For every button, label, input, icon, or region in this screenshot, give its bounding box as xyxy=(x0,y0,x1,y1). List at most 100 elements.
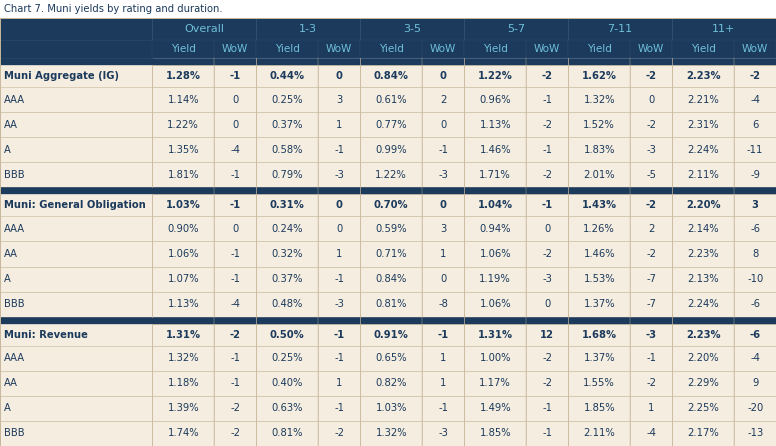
Text: BBB: BBB xyxy=(4,429,25,438)
Bar xyxy=(152,396,214,421)
Bar xyxy=(734,162,776,187)
Bar xyxy=(214,241,256,267)
Bar xyxy=(360,18,464,40)
Bar xyxy=(734,396,776,421)
Bar xyxy=(672,87,734,112)
Text: Overall: Overall xyxy=(184,24,224,34)
Bar xyxy=(464,324,526,346)
Text: 1: 1 xyxy=(648,403,654,413)
Text: 0.82%: 0.82% xyxy=(376,378,407,388)
Text: -2: -2 xyxy=(230,403,241,413)
Bar xyxy=(256,241,318,267)
Bar xyxy=(0,346,152,371)
Text: -2: -2 xyxy=(646,249,656,259)
Text: 0.40%: 0.40% xyxy=(272,378,303,388)
Text: 0.50%: 0.50% xyxy=(270,330,304,340)
Text: Yield: Yield xyxy=(587,44,611,54)
Text: 2.23%: 2.23% xyxy=(686,330,720,340)
Bar xyxy=(734,241,776,267)
Bar xyxy=(464,162,526,187)
Text: 1.32%: 1.32% xyxy=(584,95,615,104)
Bar xyxy=(630,65,672,87)
Bar xyxy=(214,112,256,137)
Bar xyxy=(630,396,672,421)
Bar xyxy=(318,194,360,216)
Bar xyxy=(152,18,256,40)
Bar xyxy=(422,194,464,216)
Text: 2.14%: 2.14% xyxy=(688,224,719,234)
Text: 1.04%: 1.04% xyxy=(478,200,513,211)
Text: -1: -1 xyxy=(230,200,241,211)
Text: 2: 2 xyxy=(440,95,446,104)
Text: 2.17%: 2.17% xyxy=(688,429,719,438)
Bar xyxy=(152,65,214,87)
Text: 1.03%: 1.03% xyxy=(166,200,201,211)
Bar xyxy=(152,216,214,241)
Bar xyxy=(152,162,214,187)
Bar xyxy=(214,324,256,346)
Text: 1.17%: 1.17% xyxy=(480,378,511,388)
Bar xyxy=(422,371,464,396)
Bar xyxy=(0,0,776,18)
Text: 1: 1 xyxy=(336,249,342,259)
Bar xyxy=(568,216,630,241)
Bar xyxy=(256,346,318,371)
Bar xyxy=(0,324,152,346)
Text: -9: -9 xyxy=(750,170,760,180)
Text: 1.22%: 1.22% xyxy=(376,170,407,180)
Text: 3: 3 xyxy=(440,224,446,234)
Text: -3: -3 xyxy=(646,145,656,155)
Bar xyxy=(318,40,360,58)
Text: Yield: Yield xyxy=(483,44,508,54)
Text: A: A xyxy=(4,403,11,413)
Text: 0: 0 xyxy=(336,71,343,81)
Bar xyxy=(526,40,568,58)
Text: -4: -4 xyxy=(646,429,656,438)
Text: -8: -8 xyxy=(438,299,448,309)
Bar xyxy=(360,241,422,267)
Text: 2.23%: 2.23% xyxy=(688,249,719,259)
Text: WoW: WoW xyxy=(326,44,352,54)
Bar xyxy=(360,112,422,137)
Bar xyxy=(318,162,360,187)
Text: 1.32%: 1.32% xyxy=(168,353,199,363)
Bar xyxy=(526,371,568,396)
Text: 1-3: 1-3 xyxy=(299,24,317,34)
Bar xyxy=(360,346,422,371)
Bar xyxy=(214,267,256,292)
Bar xyxy=(422,267,464,292)
Text: 2.11%: 2.11% xyxy=(688,170,719,180)
Text: -10: -10 xyxy=(747,274,764,284)
Text: Yield: Yield xyxy=(691,44,715,54)
Text: -2: -2 xyxy=(542,353,553,363)
Text: -7: -7 xyxy=(646,274,656,284)
Bar xyxy=(0,58,776,65)
Text: WoW: WoW xyxy=(742,44,768,54)
Text: 1.18%: 1.18% xyxy=(168,378,199,388)
Text: 7-11: 7-11 xyxy=(608,24,632,34)
Text: BBB: BBB xyxy=(4,170,25,180)
Text: Muni: General Obligation: Muni: General Obligation xyxy=(4,200,146,211)
Text: -2: -2 xyxy=(542,120,553,130)
Bar xyxy=(630,241,672,267)
Bar xyxy=(152,112,214,137)
Text: -4: -4 xyxy=(230,145,240,155)
Bar xyxy=(256,137,318,162)
Bar xyxy=(568,292,630,317)
Text: 0.91%: 0.91% xyxy=(374,330,409,340)
Text: 1.85%: 1.85% xyxy=(584,403,615,413)
Bar xyxy=(214,137,256,162)
Text: -3: -3 xyxy=(438,429,448,438)
Text: 1.22%: 1.22% xyxy=(168,120,199,130)
Bar xyxy=(672,371,734,396)
Text: -3: -3 xyxy=(646,330,656,340)
Bar xyxy=(360,87,422,112)
Bar xyxy=(568,324,630,346)
Bar xyxy=(568,346,630,371)
Text: 0: 0 xyxy=(336,200,343,211)
Text: -3: -3 xyxy=(334,170,344,180)
Bar xyxy=(214,421,256,446)
Bar xyxy=(0,317,776,324)
Text: 9: 9 xyxy=(752,378,758,388)
Text: -1: -1 xyxy=(646,353,656,363)
